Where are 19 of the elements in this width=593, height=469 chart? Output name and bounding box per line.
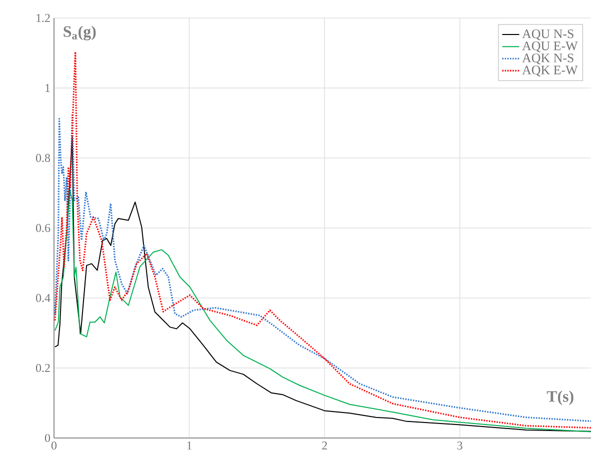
x-tick-label: 3 <box>457 442 462 450</box>
x-tick-label: 1 <box>187 442 192 450</box>
legend-label: AQK E-W <box>522 66 578 76</box>
legend-label: AQK N-S <box>522 54 574 64</box>
y-tick-label: 0.6 <box>36 224 50 232</box>
x-tick-label: 0 <box>51 442 57 450</box>
y-tick-label: 0.2 <box>36 364 50 372</box>
x-tick-label: 2 <box>322 442 327 450</box>
y-tick-label: 0.8 <box>36 154 50 162</box>
y-tick-label: 1.2 <box>36 14 50 22</box>
legend-label: AQU N-S <box>522 29 574 40</box>
legend-label: AQU E-W <box>522 42 578 52</box>
line-series <box>54 190 592 432</box>
y-tick-label: 1 <box>46 84 50 92</box>
line-series <box>54 51 592 429</box>
x-axis-title: T(s) <box>546 390 574 406</box>
y-tick-label: 0.4 <box>36 294 50 302</box>
y-axis-title: S$_{a}$(g) <box>64 26 96 40</box>
y-tick-label: 0 <box>44 434 50 442</box>
